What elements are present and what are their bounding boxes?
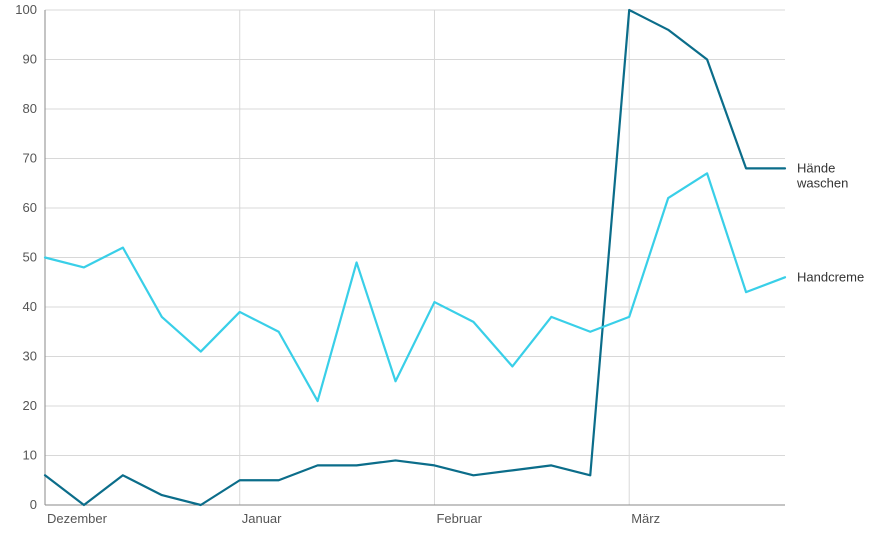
x-tick-label: Januar <box>242 511 282 526</box>
x-tick-label: März <box>631 511 660 526</box>
y-tick-label: 100 <box>15 2 37 17</box>
x-tick-label: Dezember <box>47 511 108 526</box>
y-tick-label: 40 <box>23 299 37 314</box>
y-tick-label: 50 <box>23 250 37 265</box>
y-tick-label: 60 <box>23 200 37 215</box>
x-tick-label: Februar <box>436 511 482 526</box>
y-tick-label: 80 <box>23 101 37 116</box>
line-chart: 0 10 20 30 40 50 60 70 80 90 100 Dezember Januar Febr… <box>0 0 873 535</box>
chart-svg: 0 10 20 30 40 50 60 70 80 90 100 Dezember Januar Febr… <box>0 0 873 535</box>
y-tick-label: 0 <box>30 497 37 512</box>
y-tick-label: 30 <box>23 349 37 364</box>
y-tick-label: 20 <box>23 398 37 413</box>
series-label-handcreme: Handcreme <box>797 269 864 284</box>
y-tick-label: 70 <box>23 151 37 166</box>
y-tick-label: 10 <box>23 448 37 463</box>
y-tick-label: 90 <box>23 52 37 67</box>
